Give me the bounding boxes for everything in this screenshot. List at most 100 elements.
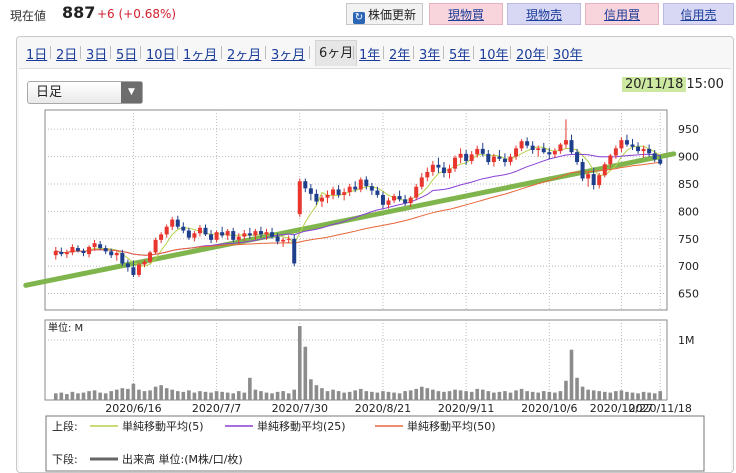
volume-bar [453,389,457,400]
candle-body [325,194,330,198]
candle-body [647,148,652,154]
price-change: +6 (+0.68%) [97,7,177,21]
candle-body [552,151,557,155]
x-tick-label: 2020/6/16 [105,402,161,415]
price-tick-label: 850 [678,178,699,191]
tab-3[interactable]: 5日 [116,48,138,63]
candle-body [231,231,236,240]
volume-bar [225,392,230,400]
volume-bar [142,391,147,400]
volume-unit-label: 単位: M [48,321,83,334]
genbutsu-buy-button[interactable]: 現物買 [429,3,503,25]
tab-10[interactable]: 2年 [389,48,411,63]
volume-bar [419,386,424,400]
volume-bar [286,393,291,400]
candle-body [469,154,474,161]
volume-bar [242,392,247,400]
candle-body [53,250,58,256]
volume-bar [436,391,441,400]
tab-2[interactable]: 3日 [86,48,108,63]
candle-body [220,232,225,236]
candle-body [159,234,164,240]
candle-body [120,253,125,264]
legend-item-label: 単純移動平均(50) [407,419,496,433]
volume-bar [248,377,252,400]
volume-bar [87,391,91,400]
volume-bar [392,392,396,400]
tab-separator [413,46,414,59]
volume-bar [558,391,563,400]
price-plot-frame [44,109,668,311]
candle-body [619,140,624,149]
tab-8[interactable]: 6ヶ月 [315,40,358,66]
interval-select[interactable]: 日足 ▼ [27,81,143,104]
volume-bar [236,391,241,400]
shinyo-buy-button[interactable]: 信用買 [585,3,659,25]
tab-11[interactable]: 3年 [419,48,441,63]
candle-body [392,196,397,201]
tab-15[interactable]: 30年 [553,48,583,63]
volume-bar [564,380,568,400]
candle-body [81,250,86,254]
candle-body [125,263,130,268]
current-price-label: 現在値 [10,9,47,23]
genbutsu-sell-button[interactable]: 現物売 [507,3,581,25]
volume-bar [503,391,507,400]
volume-bar [486,391,491,400]
tab-13[interactable]: 10年 [479,48,509,63]
volume-bar [253,389,258,400]
tab-separator [547,46,548,59]
volume-bar [431,389,435,400]
candle-body [75,248,80,251]
tab-1[interactable]: 2日 [56,48,78,63]
volume-bar [492,392,496,400]
candle-body [491,156,496,163]
volume-bar [625,391,629,400]
volume-bar [608,392,613,400]
volume-bar [364,391,369,400]
volume-bar [259,391,263,400]
legend-item-label: 単純移動平均(25) [257,419,346,433]
tab-9[interactable]: 1年 [359,48,381,63]
tab-0[interactable]: 1日 [26,48,48,63]
candle-body [103,248,108,252]
price-tick-label: 700 [678,260,699,273]
volume-bar [569,349,574,400]
candle-body [87,246,92,255]
candle-body [591,174,596,186]
x-tick-label: 2020/7/7 [192,402,241,415]
x-tick-label: 2020/8/21 [355,402,411,415]
candle-body [70,246,75,253]
volume-bar [231,393,236,400]
candle-body [64,252,69,255]
volume-bar [342,392,346,400]
volume-bar [297,326,302,400]
legend-lower-label: 下段: [52,452,78,466]
volume-bar [636,393,640,400]
dropdown-arrow-icon: ▼ [121,82,142,103]
tab-7[interactable]: 3ヶ月 [271,48,306,63]
refresh-icon: ↻ [352,12,365,24]
tab-6[interactable]: 2ヶ月 [227,48,262,63]
refresh-price-button[interactable]: ↻ 株価更新 [346,3,423,25]
tab-14[interactable]: 20年 [516,48,546,63]
shinyo-sell-button[interactable]: 信用売 [663,3,734,25]
volume-bar [347,391,352,400]
tab-5[interactable]: 1ヶ月 [183,48,218,63]
candle-body [608,155,613,165]
volume-bar [120,388,125,400]
tab-12[interactable]: 5年 [449,48,471,63]
price-tick-label: 900 [678,151,699,164]
candle-body [541,148,546,153]
tab-4[interactable]: 10日 [146,48,176,63]
volume-bar [159,385,163,400]
price-tick-label: 950 [678,123,699,136]
candle-body [375,190,380,195]
tab-separator [510,46,511,59]
candle-body [497,156,502,159]
volume-bar [114,389,119,400]
volume-tick-label: 1M [678,334,695,347]
candle-body [303,181,308,189]
volume-bar [270,393,274,400]
